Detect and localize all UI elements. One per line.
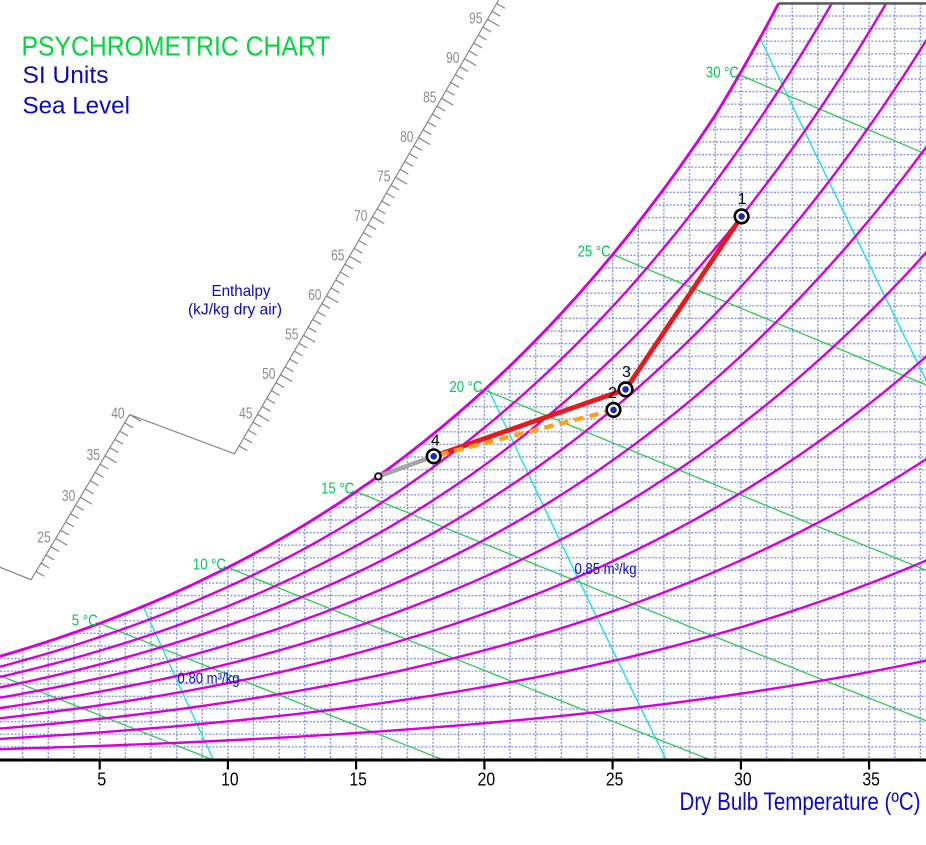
svg-text:5 °C: 5 °C: [72, 612, 98, 629]
svg-text:70: 70: [354, 208, 367, 225]
svg-text:90: 90: [446, 50, 459, 67]
svg-text:85: 85: [423, 89, 436, 106]
svg-text:20 °C: 20 °C: [449, 379, 482, 396]
svg-text:4: 4: [431, 433, 440, 450]
svg-text:PSYCHROMETRIC CHART: PSYCHROMETRIC CHART: [22, 30, 331, 61]
svg-text:20: 20: [478, 769, 496, 789]
svg-text:25: 25: [37, 529, 50, 546]
svg-text:30 °C: 30 °C: [706, 64, 739, 81]
svg-text:10: 10: [221, 769, 239, 789]
svg-text:0.85 m³/kg: 0.85 m³/kg: [575, 561, 637, 578]
svg-text:5: 5: [97, 769, 106, 789]
svg-text:45: 45: [239, 405, 252, 422]
svg-text:0.80 m³/kg: 0.80 m³/kg: [178, 671, 240, 688]
svg-text:35: 35: [87, 447, 100, 464]
svg-text:30: 30: [62, 488, 75, 505]
svg-text:15: 15: [349, 769, 367, 789]
svg-text:60: 60: [308, 287, 321, 304]
svg-text:2: 2: [608, 385, 617, 402]
svg-text:95: 95: [469, 10, 482, 27]
svg-text:15 °C: 15 °C: [321, 481, 354, 498]
svg-text:SI Units: SI Units: [23, 62, 109, 89]
svg-text:30: 30: [734, 769, 752, 789]
svg-text:25: 25: [606, 769, 624, 789]
svg-text:Dry Bulb Temperature (ºC): Dry Bulb Temperature (ºC): [680, 788, 921, 816]
svg-text:(kJ/kg dry air): (kJ/kg dry air): [188, 301, 282, 318]
svg-text:10 °C: 10 °C: [193, 556, 226, 573]
svg-text:35: 35: [862, 769, 880, 789]
svg-text:1: 1: [738, 191, 747, 208]
svg-text:75: 75: [377, 168, 390, 185]
svg-text:Sea Level: Sea Level: [23, 93, 131, 120]
svg-text:40: 40: [111, 406, 124, 423]
svg-text:25 °C: 25 °C: [578, 244, 611, 261]
svg-text:50: 50: [262, 366, 275, 383]
svg-text:55: 55: [285, 326, 298, 343]
svg-text:80: 80: [400, 129, 413, 146]
svg-text:Enthalpy: Enthalpy: [212, 283, 271, 300]
svg-text:3: 3: [622, 364, 631, 381]
svg-text:65: 65: [331, 247, 344, 264]
